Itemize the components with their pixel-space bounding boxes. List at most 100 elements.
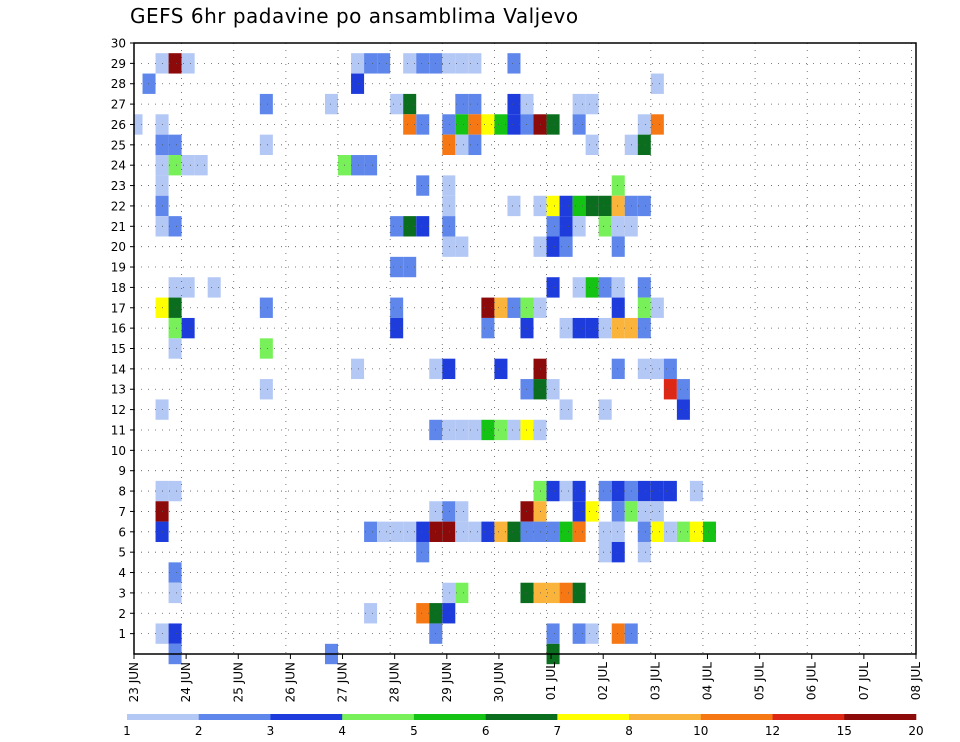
y-axis: 1234567891011121314151617181920212223242… bbox=[111, 37, 134, 641]
y-tick-label: 28 bbox=[111, 77, 126, 91]
heatmap-cell bbox=[442, 216, 456, 237]
y-tick-label: 27 bbox=[111, 98, 126, 112]
legend: 1 2 3 4 5 6 7 8 10 12 15 20 bbox=[123, 714, 924, 738]
y-tick-label: 25 bbox=[111, 138, 126, 152]
heatmap-cell bbox=[168, 582, 182, 604]
heatmap-cell bbox=[559, 317, 573, 339]
heatmap-cell bbox=[364, 155, 378, 176]
chart-title: GEFS 6hr padavine po ansamblima Valjevo bbox=[130, 4, 579, 28]
heatmap-cell bbox=[468, 114, 482, 135]
heatmap-cell bbox=[416, 541, 430, 563]
x-tick-label: 06 JUL bbox=[805, 662, 819, 700]
heatmap-cell bbox=[546, 195, 560, 217]
legend-swatch bbox=[127, 714, 200, 720]
y-tick-label: 17 bbox=[111, 301, 126, 315]
legend-label: 2 bbox=[195, 724, 203, 738]
heatmap-cell bbox=[259, 338, 273, 359]
heatmap-cell bbox=[559, 521, 573, 542]
heatmap-cell bbox=[663, 480, 677, 502]
heatmap-cell bbox=[403, 256, 417, 278]
heatmap-cell bbox=[585, 317, 599, 339]
y-tick-label: 10 bbox=[111, 444, 126, 458]
heatmap-cell bbox=[390, 256, 404, 278]
legend-label: 12 bbox=[765, 724, 780, 738]
heatmap-cell bbox=[181, 277, 195, 298]
x-tick-label: 05 JUL bbox=[753, 662, 767, 700]
y-tick-label: 26 bbox=[111, 118, 126, 132]
x-tick-label: 27 JUN bbox=[336, 662, 350, 702]
heatmap-cell bbox=[650, 358, 664, 380]
heatmap-cell bbox=[168, 480, 182, 502]
y-tick-label: 9 bbox=[118, 464, 126, 478]
heatmap-cell bbox=[546, 236, 560, 257]
heatmap-cell bbox=[546, 623, 560, 644]
heatmap-cell bbox=[611, 480, 625, 502]
heatmap-cell bbox=[377, 53, 391, 74]
heatmap-cell bbox=[689, 521, 703, 542]
heatmap-cell bbox=[442, 358, 456, 380]
heatmap-cell bbox=[507, 195, 521, 217]
heatmap-cell bbox=[559, 480, 573, 502]
heatmap-cell bbox=[546, 521, 560, 542]
heatmap-cell bbox=[142, 73, 156, 94]
heatmap-cell bbox=[259, 379, 273, 400]
heatmap-cell bbox=[507, 297, 521, 318]
legend-swatch bbox=[629, 714, 702, 720]
heatmap-cell bbox=[455, 134, 469, 156]
y-tick-label: 21 bbox=[111, 220, 126, 234]
heatmap-cell bbox=[403, 114, 417, 135]
x-tick-label: 24 JUN bbox=[179, 662, 193, 702]
heatmap-cell bbox=[403, 53, 417, 74]
heatmap-cell bbox=[442, 501, 456, 522]
y-tick-label: 11 bbox=[111, 423, 126, 437]
heatmap-cell bbox=[663, 358, 677, 380]
heatmap-cell bbox=[663, 379, 677, 400]
legend-swatch bbox=[342, 714, 415, 720]
heatmap-cell bbox=[481, 297, 495, 318]
y-tick-label: 19 bbox=[111, 261, 126, 275]
x-tick-label: 07 JUL bbox=[857, 662, 871, 700]
heatmap-cell bbox=[598, 317, 612, 339]
heatmap-cell bbox=[598, 480, 612, 502]
x-tick-label: 02 JUL bbox=[596, 662, 610, 700]
heatmap-cell bbox=[390, 521, 404, 542]
heatmap-cell bbox=[207, 277, 221, 298]
x-tick-label: 26 JUN bbox=[283, 662, 297, 702]
x-tick-label: 08 JUL bbox=[909, 662, 923, 700]
y-tick-label: 12 bbox=[111, 403, 126, 417]
y-tick-label: 6 bbox=[118, 525, 126, 539]
legend-swatch bbox=[772, 714, 845, 720]
heatmap-cell bbox=[442, 419, 456, 441]
heatmap-cell bbox=[468, 419, 482, 441]
heatmap-cell bbox=[481, 317, 495, 339]
heatmap-cell bbox=[637, 358, 651, 380]
heatmap-cell bbox=[611, 358, 625, 380]
heatmap-cell bbox=[442, 195, 456, 217]
heatmap-cell bbox=[637, 541, 651, 563]
heatmap-cell bbox=[494, 297, 508, 318]
heatmap-cell bbox=[259, 93, 273, 115]
x-tick-label: 25 JUN bbox=[231, 662, 245, 702]
heatmap-cell bbox=[181, 317, 195, 339]
heatmap-cell bbox=[559, 216, 573, 237]
heatmap-cell bbox=[468, 134, 482, 156]
heatmap-cell bbox=[650, 501, 664, 522]
heatmap-cell bbox=[181, 53, 195, 74]
heatmap-cell bbox=[572, 216, 586, 237]
heatmap-cell bbox=[168, 155, 182, 176]
legend-label: 4 bbox=[338, 724, 346, 738]
legend-label: 20 bbox=[908, 724, 923, 738]
heatmap-cell bbox=[390, 317, 404, 339]
heatmap-cell bbox=[134, 114, 143, 135]
legend-swatch bbox=[198, 714, 271, 720]
legend-swatch bbox=[270, 714, 343, 720]
heatmap-cell bbox=[611, 195, 625, 217]
heatmap-cell bbox=[650, 114, 664, 135]
legend-label: 6 bbox=[482, 724, 490, 738]
heatmap-cell bbox=[364, 53, 378, 74]
heatmap-cell bbox=[585, 134, 599, 156]
heatmap-cell bbox=[559, 582, 573, 604]
heatmap-cell bbox=[455, 419, 469, 441]
heatmap-cell bbox=[351, 155, 365, 176]
